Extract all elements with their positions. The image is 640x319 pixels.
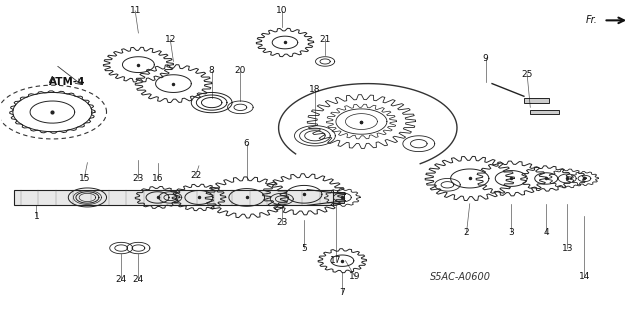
Text: 3: 3 xyxy=(508,228,514,237)
Text: 22: 22 xyxy=(190,171,202,180)
Text: 5: 5 xyxy=(301,243,307,253)
Text: 11: 11 xyxy=(129,6,141,15)
Text: 17: 17 xyxy=(330,256,342,265)
Text: 23: 23 xyxy=(132,174,144,183)
FancyBboxPatch shape xyxy=(328,192,344,203)
Text: S5AC-A0600: S5AC-A0600 xyxy=(429,271,491,281)
FancyBboxPatch shape xyxy=(531,110,559,114)
Text: 23: 23 xyxy=(276,218,287,227)
Text: 21: 21 xyxy=(319,35,331,44)
Text: 24: 24 xyxy=(132,275,144,284)
Text: 18: 18 xyxy=(309,85,321,94)
Text: 1: 1 xyxy=(33,212,39,221)
Text: 14: 14 xyxy=(579,272,590,281)
Text: 7: 7 xyxy=(339,288,345,297)
Text: 25: 25 xyxy=(522,70,532,78)
Text: 15: 15 xyxy=(79,174,90,183)
Text: 24: 24 xyxy=(116,275,127,284)
FancyBboxPatch shape xyxy=(14,189,333,205)
Text: 12: 12 xyxy=(164,35,176,44)
FancyBboxPatch shape xyxy=(524,98,549,103)
Text: 4: 4 xyxy=(543,228,549,237)
Text: 8: 8 xyxy=(209,66,214,76)
Text: 2: 2 xyxy=(464,228,469,237)
Text: Fr.: Fr. xyxy=(586,15,597,26)
Text: 19: 19 xyxy=(349,272,361,281)
Text: 10: 10 xyxy=(276,6,287,15)
Text: 6: 6 xyxy=(244,139,250,148)
Text: 20: 20 xyxy=(235,66,246,76)
Text: ATM-4: ATM-4 xyxy=(49,77,86,87)
Text: 13: 13 xyxy=(561,243,573,253)
Text: 16: 16 xyxy=(152,174,163,183)
Text: 9: 9 xyxy=(483,54,488,63)
